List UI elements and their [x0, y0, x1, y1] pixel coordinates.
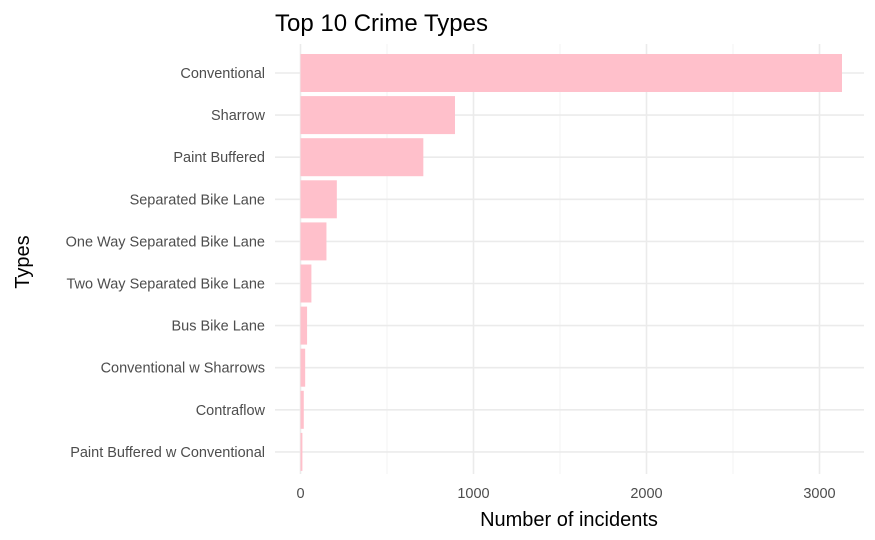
y-tick-label: Sharrow — [211, 108, 266, 124]
y-tick-label: Bus Bike Lane — [171, 319, 265, 335]
bar — [300, 348, 306, 387]
bar — [300, 138, 424, 177]
y-tick-label: Separated Bike Lane — [130, 192, 265, 208]
y-tick-label: Paint Buffered — [173, 150, 265, 166]
x-tick-label: 1000 — [457, 486, 489, 502]
bar — [300, 264, 312, 303]
y-tick-label: Conventional w Sharrows — [101, 361, 265, 377]
y-tick-label: Paint Buffered w Conventional — [70, 445, 265, 461]
y-tick-label: Conventional — [180, 66, 265, 82]
bar — [300, 222, 327, 261]
chart-title: Top 10 Crime Types — [275, 10, 488, 37]
bar — [300, 306, 308, 345]
y-tick-label: Two Way Separated Bike Lane — [66, 277, 265, 293]
bars-layer — [300, 54, 842, 471]
x-tick-label: 3000 — [803, 486, 835, 502]
x-tick-label: 0 — [296, 486, 304, 502]
y-tick-label: One Way Separated Bike Lane — [66, 234, 265, 250]
y-axis-title: Types — [12, 235, 34, 288]
x-tick-label: 2000 — [630, 486, 662, 502]
bar — [300, 54, 842, 92]
x-axis-title: Number of incidents — [480, 509, 658, 531]
bar — [300, 96, 455, 135]
bar — [300, 432, 303, 471]
y-tick-label: Contraflow — [196, 403, 266, 419]
bar — [300, 180, 337, 219]
labels-layer: Conventional Sharrow Paint Buffered Separat… — [66, 66, 836, 502]
bar — [300, 390, 304, 429]
